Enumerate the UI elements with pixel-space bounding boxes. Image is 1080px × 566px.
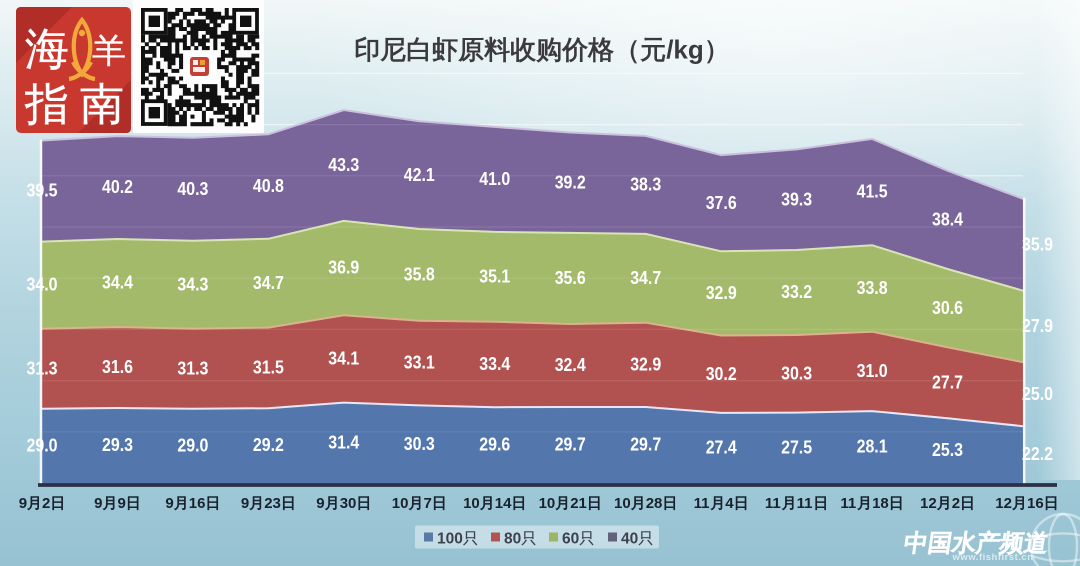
- svg-text:7: 7: [424, 495, 432, 512]
- svg-text:32.9: 32.9: [630, 355, 661, 375]
- svg-text:12: 12: [995, 495, 1012, 512]
- svg-text:34.4: 34.4: [102, 273, 133, 293]
- svg-text:9: 9: [118, 495, 126, 512]
- svg-text:38.4: 38.4: [932, 209, 963, 229]
- svg-text:29.7: 29.7: [555, 435, 586, 455]
- svg-text:9: 9: [19, 495, 27, 512]
- svg-text:31.4: 31.4: [328, 432, 359, 452]
- svg-text:14: 14: [495, 495, 512, 512]
- svg-text:34.3: 34.3: [177, 274, 208, 294]
- svg-text:2: 2: [952, 495, 960, 512]
- svg-text:4: 4: [725, 495, 734, 512]
- svg-text:34.7: 34.7: [630, 268, 661, 288]
- svg-text:39.5: 39.5: [27, 181, 58, 201]
- svg-text:36.9: 36.9: [328, 258, 359, 278]
- svg-text:29.6: 29.6: [479, 435, 510, 455]
- svg-text:9: 9: [316, 495, 324, 512]
- svg-text:22.2: 22.2: [1022, 444, 1053, 464]
- svg-text:40.2: 40.2: [102, 177, 133, 197]
- svg-text:41.5: 41.5: [857, 182, 888, 202]
- svg-text:33.2: 33.2: [781, 282, 812, 302]
- svg-text:9: 9: [94, 495, 102, 512]
- svg-text:11: 11: [797, 495, 813, 512]
- svg-text:31.6: 31.6: [102, 357, 133, 377]
- svg-text:30.3: 30.3: [404, 434, 435, 454]
- svg-text:21: 21: [570, 495, 587, 512]
- svg-text:16: 16: [189, 495, 206, 512]
- svg-text:11: 11: [840, 495, 856, 512]
- svg-text:40.8: 40.8: [253, 176, 284, 196]
- svg-text:9: 9: [241, 495, 249, 512]
- svg-text:27.4: 27.4: [706, 438, 737, 458]
- svg-text:18: 18: [872, 495, 889, 512]
- svg-text:30.6: 30.6: [932, 298, 963, 318]
- svg-text:60: 60: [562, 531, 579, 548]
- svg-text:10: 10: [463, 495, 480, 512]
- svg-text:39.2: 39.2: [555, 172, 586, 192]
- svg-text:28: 28: [646, 495, 663, 512]
- svg-text:35.6: 35.6: [555, 268, 586, 288]
- svg-text:29.7: 29.7: [630, 435, 661, 455]
- svg-text:27.7: 27.7: [932, 372, 963, 392]
- svg-text:29.2: 29.2: [253, 435, 284, 455]
- svg-text:30.3: 30.3: [781, 363, 812, 383]
- svg-text:31.5: 31.5: [253, 358, 284, 378]
- svg-text:11: 11: [694, 495, 710, 512]
- svg-text:35.9: 35.9: [1022, 234, 1053, 254]
- svg-text:33.4: 33.4: [479, 354, 510, 374]
- svg-text:40.3: 40.3: [177, 179, 208, 199]
- svg-text:40: 40: [621, 531, 638, 548]
- svg-text:34.7: 34.7: [253, 273, 284, 293]
- svg-text:32.9: 32.9: [706, 283, 737, 303]
- svg-text:30.2: 30.2: [706, 364, 737, 384]
- svg-text:10: 10: [539, 495, 556, 512]
- svg-text:28.1: 28.1: [857, 437, 888, 457]
- svg-text:16: 16: [1027, 495, 1044, 512]
- svg-text:41.0: 41.0: [479, 169, 510, 189]
- svg-text:/kg: /kg: [666, 35, 704, 65]
- svg-text:33.1: 33.1: [404, 353, 435, 373]
- svg-text:29.0: 29.0: [177, 436, 208, 456]
- svg-text:10: 10: [614, 495, 631, 512]
- svg-text:31.3: 31.3: [177, 358, 208, 378]
- svg-text:100: 100: [437, 531, 463, 548]
- svg-text:38.3: 38.3: [630, 175, 661, 195]
- svg-text:42.1: 42.1: [404, 165, 435, 185]
- svg-text:80: 80: [504, 531, 521, 548]
- svg-text:25.0: 25.0: [1022, 384, 1053, 404]
- svg-text:31.3: 31.3: [27, 358, 58, 378]
- svg-text:32.4: 32.4: [555, 355, 586, 375]
- svg-text:27.5: 27.5: [781, 437, 812, 457]
- svg-text:29.3: 29.3: [102, 435, 133, 455]
- svg-text:35.1: 35.1: [479, 266, 510, 286]
- svg-text:39.3: 39.3: [781, 189, 812, 209]
- svg-text:2: 2: [42, 495, 50, 512]
- svg-text:37.6: 37.6: [706, 193, 737, 213]
- svg-text:29.0: 29.0: [27, 436, 58, 456]
- svg-text:34.1: 34.1: [328, 349, 359, 369]
- svg-text:35.8: 35.8: [404, 265, 435, 285]
- svg-text:33.8: 33.8: [857, 278, 888, 298]
- svg-text:43.3: 43.3: [328, 155, 359, 175]
- svg-text:25.3: 25.3: [932, 440, 963, 460]
- svg-text:23: 23: [264, 495, 281, 512]
- svg-text:12: 12: [920, 495, 937, 512]
- svg-text:34.0: 34.0: [27, 275, 58, 295]
- svg-text:27.9: 27.9: [1022, 316, 1053, 336]
- svg-text:www.fishfirst.cn: www.fishfirst.cn: [951, 552, 1033, 563]
- svg-text:31.0: 31.0: [857, 361, 888, 381]
- svg-text:9: 9: [165, 495, 173, 512]
- svg-text:10: 10: [392, 495, 409, 512]
- svg-text:30: 30: [340, 495, 357, 512]
- svg-text:11: 11: [765, 495, 781, 512]
